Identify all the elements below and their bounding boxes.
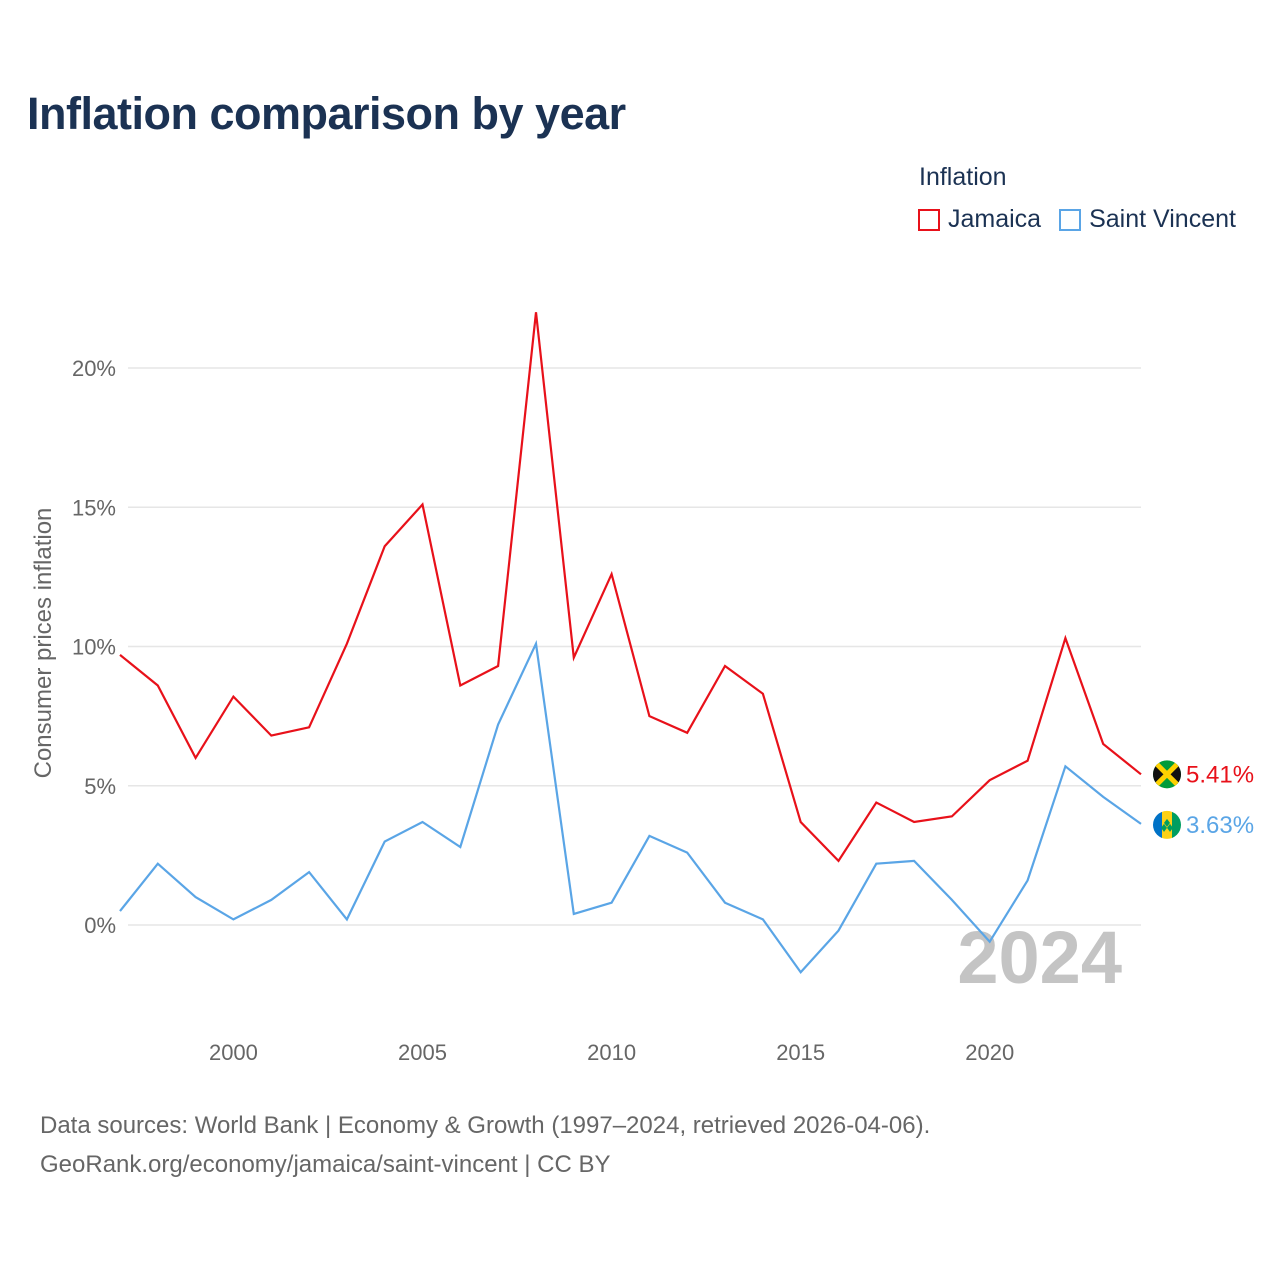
y-tick-label: 20% (72, 356, 116, 381)
y-tick-labels: 0% 5% 10% 15% 20% (72, 356, 116, 938)
y-tick-label: 10% (72, 635, 116, 660)
end-label-saint-vincent: 3.63% (1186, 812, 1254, 839)
year-watermark: 2024 (957, 916, 1122, 999)
legend-label-saint-vincent: Saint Vincent (1089, 205, 1236, 233)
x-tick-label: 2000 (209, 1040, 258, 1065)
x-tick-labels: 2000 2005 2010 2015 2020 (209, 1040, 1014, 1065)
source-link[interactable]: GeoRank.org/economy/jamaica/saint-vincen… (40, 1151, 611, 1178)
source-note: Data sources: World Bank | Economy & Gro… (40, 1106, 930, 1184)
source-line: Data sources: World Bank | Economy & Gro… (40, 1112, 931, 1139)
series-line-saint-vincent[interactable] (119, 639, 1142, 975)
legend-label-jamaica: Jamaica (948, 205, 1042, 233)
x-tick-label: 2015 (776, 1040, 825, 1065)
legend-item-jamaica[interactable]: Jamaica (918, 205, 1041, 234)
chart-title: Inflation comparison by year (27, 88, 626, 139)
end-label-jamaica: 5.41% (1186, 761, 1254, 788)
jamaica-flag-icon (1153, 760, 1181, 789)
x-tick-label: 2010 (587, 1040, 636, 1065)
y-tick-label: 0% (84, 913, 116, 938)
legend-item-saint-vincent[interactable]: Saint Vincent (1059, 205, 1236, 234)
legend-title: Inflation (919, 163, 1007, 191)
series-line-jamaica[interactable] (119, 312, 1142, 863)
grid-lines (128, 367, 1141, 926)
legend-swatch-jamaica (918, 208, 940, 231)
legend-swatch-saint-vincent (1059, 208, 1082, 231)
end-markers: 5.41% 3.63% (1153, 760, 1254, 839)
series-lines (119, 312, 1142, 975)
saint-vincent-flag-icon (1153, 810, 1181, 839)
y-axis-label: Consumer prices inflation (30, 508, 57, 779)
x-tick-label: 2020 (965, 1040, 1014, 1065)
x-tick-label: 2005 (398, 1040, 447, 1065)
y-tick-label: 5% (84, 774, 116, 799)
legend: Jamaica Saint Vincent (918, 205, 1254, 234)
y-tick-label: 15% (72, 495, 116, 520)
